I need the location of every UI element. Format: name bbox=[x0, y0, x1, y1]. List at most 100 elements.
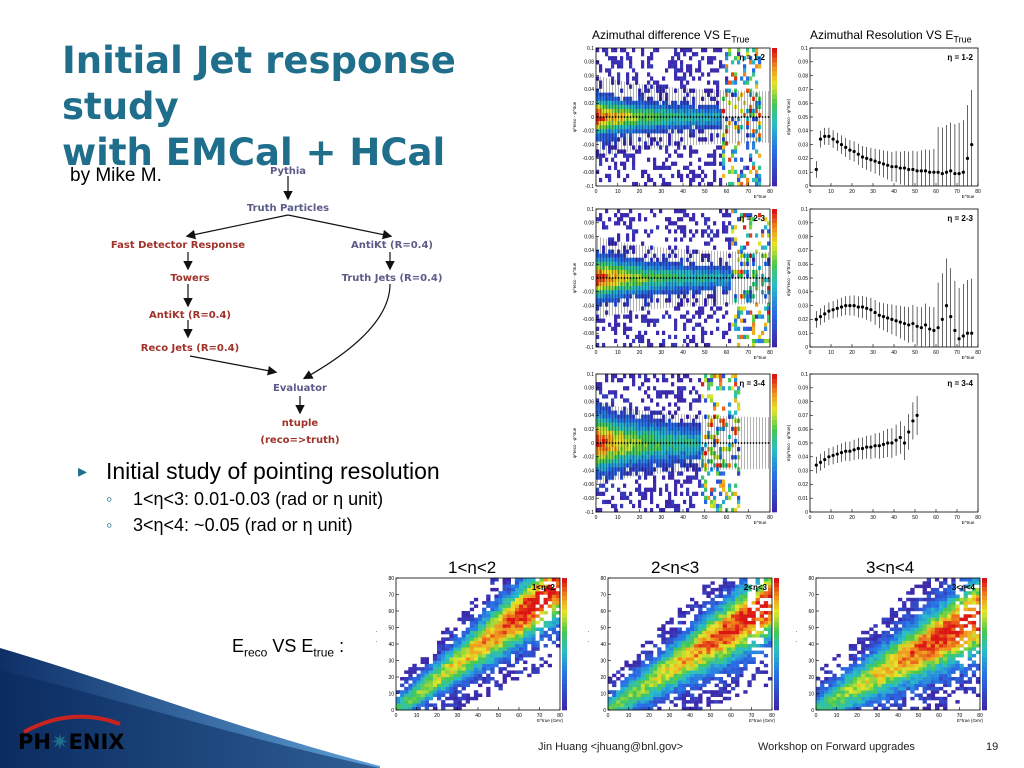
heatmap-cell bbox=[714, 640, 719, 645]
heatmap-cell bbox=[690, 647, 695, 651]
profile-point bbox=[683, 277, 686, 279]
profile-point bbox=[641, 116, 644, 118]
heatmap-cell bbox=[681, 640, 687, 645]
heatmap-cell bbox=[632, 690, 637, 694]
heatmap-cell bbox=[722, 614, 728, 618]
heatmap-cell bbox=[539, 627, 544, 631]
color-scale-cell bbox=[772, 236, 777, 242]
heatmap-cell bbox=[734, 322, 738, 327]
heatmap-cell bbox=[650, 177, 654, 183]
heatmap-cell bbox=[657, 673, 662, 678]
color-scale-cell bbox=[772, 438, 777, 444]
heatmap-cell bbox=[445, 696, 450, 701]
data-point bbox=[881, 315, 886, 319]
heatmap-cell bbox=[424, 706, 429, 711]
x-tick-label: 70 bbox=[745, 189, 751, 195]
heatmap-cell bbox=[681, 703, 687, 707]
heatmap-cell bbox=[506, 584, 511, 589]
heatmap-cell bbox=[689, 56, 693, 61]
profile-point bbox=[707, 116, 710, 118]
heatmap-cell bbox=[710, 634, 715, 638]
heatmap-cell bbox=[650, 52, 654, 57]
heatmap-cell bbox=[681, 660, 687, 664]
profile-point bbox=[614, 277, 617, 279]
data-point bbox=[915, 169, 919, 173]
heatmap-cell bbox=[629, 342, 633, 348]
heatmap-cell bbox=[749, 56, 753, 61]
heatmap-cell bbox=[714, 627, 719, 631]
heatmap-cell bbox=[743, 306, 747, 311]
heatmap-cell bbox=[707, 217, 711, 222]
profile-point bbox=[725, 116, 728, 118]
profile-point bbox=[683, 442, 686, 444]
heatmap-cell bbox=[710, 330, 714, 336]
heatmap-cell bbox=[719, 161, 723, 166]
heatmap-cell bbox=[659, 507, 663, 513]
heatmap-cell bbox=[624, 700, 629, 704]
heatmap-cell bbox=[543, 587, 548, 592]
heatmap-cell bbox=[453, 690, 458, 694]
heatmap-cell bbox=[677, 611, 682, 615]
x-axis-label: E^true bbox=[754, 520, 767, 525]
heatmap-cell bbox=[689, 499, 693, 505]
heatmap-cell bbox=[677, 673, 682, 678]
heatmap-cell bbox=[704, 229, 708, 234]
heatmap-cell bbox=[719, 181, 723, 187]
heatmap-cell bbox=[674, 326, 678, 331]
heatmap-cell bbox=[473, 670, 479, 674]
heatmap-cell bbox=[514, 591, 520, 595]
heatmap-cell bbox=[531, 591, 536, 595]
heatmap-cell bbox=[638, 487, 642, 492]
profile-point bbox=[653, 116, 656, 118]
heatmap-cell bbox=[677, 620, 682, 625]
heatmap-cell bbox=[690, 706, 695, 711]
heatmap-cell bbox=[767, 310, 771, 315]
heatmap-cell bbox=[726, 657, 732, 661]
heatmap-cell bbox=[486, 650, 491, 655]
heatmap-cells bbox=[396, 578, 561, 711]
flow-node-truth-particles: Truth Particles bbox=[247, 203, 329, 214]
color-scale-cell bbox=[772, 278, 777, 283]
heatmap-cell bbox=[416, 683, 421, 688]
heatmap-cell bbox=[647, 64, 651, 69]
x-tick-label: 30 bbox=[455, 713, 461, 719]
heatmap-cell bbox=[449, 683, 454, 688]
data-point bbox=[957, 171, 961, 176]
heatmap-cell bbox=[665, 237, 669, 242]
heatmap-cell bbox=[620, 680, 625, 684]
heatmap-cell bbox=[669, 627, 674, 631]
heatmap-cell bbox=[722, 314, 726, 319]
heatmap-cell bbox=[469, 617, 475, 622]
heatmap-cell bbox=[629, 406, 633, 411]
heatmap-cell bbox=[611, 76, 615, 81]
heatmap-cell bbox=[420, 670, 425, 674]
heatmap-cell bbox=[694, 700, 699, 704]
heatmap-cell bbox=[514, 620, 520, 625]
heatmap-cell bbox=[408, 703, 413, 707]
heatmap-cell bbox=[726, 650, 732, 655]
heatmap-cell bbox=[555, 604, 561, 608]
heatmap-cell bbox=[718, 653, 723, 658]
heatmap-cell bbox=[710, 657, 715, 661]
heatmap-cell bbox=[749, 88, 753, 93]
y-tick-label: 0.04 bbox=[798, 290, 808, 296]
heatmap-cell bbox=[694, 670, 699, 674]
heatmap-cell bbox=[506, 627, 511, 631]
y-tick-label: 10 bbox=[388, 691, 394, 697]
heatmap-cell bbox=[698, 647, 703, 651]
heatmap-cell bbox=[608, 72, 612, 77]
heatmap-cell bbox=[694, 634, 699, 638]
y-axis-label: φ^reco - φ^true bbox=[572, 427, 577, 458]
heatmap-cell bbox=[449, 680, 454, 684]
heatmap-cell bbox=[465, 683, 470, 688]
color-scale-cell bbox=[562, 582, 567, 588]
heatmap-cell bbox=[719, 177, 723, 183]
heatmap-cell bbox=[758, 153, 762, 158]
heatmap-cell bbox=[620, 696, 625, 701]
heatmap-cell bbox=[551, 614, 557, 618]
heatmap-cell bbox=[680, 398, 684, 403]
profile-point bbox=[758, 442, 761, 444]
heatmap-cell bbox=[551, 627, 557, 631]
heatmap-cell bbox=[698, 394, 702, 399]
heatmap-cell bbox=[661, 657, 666, 661]
